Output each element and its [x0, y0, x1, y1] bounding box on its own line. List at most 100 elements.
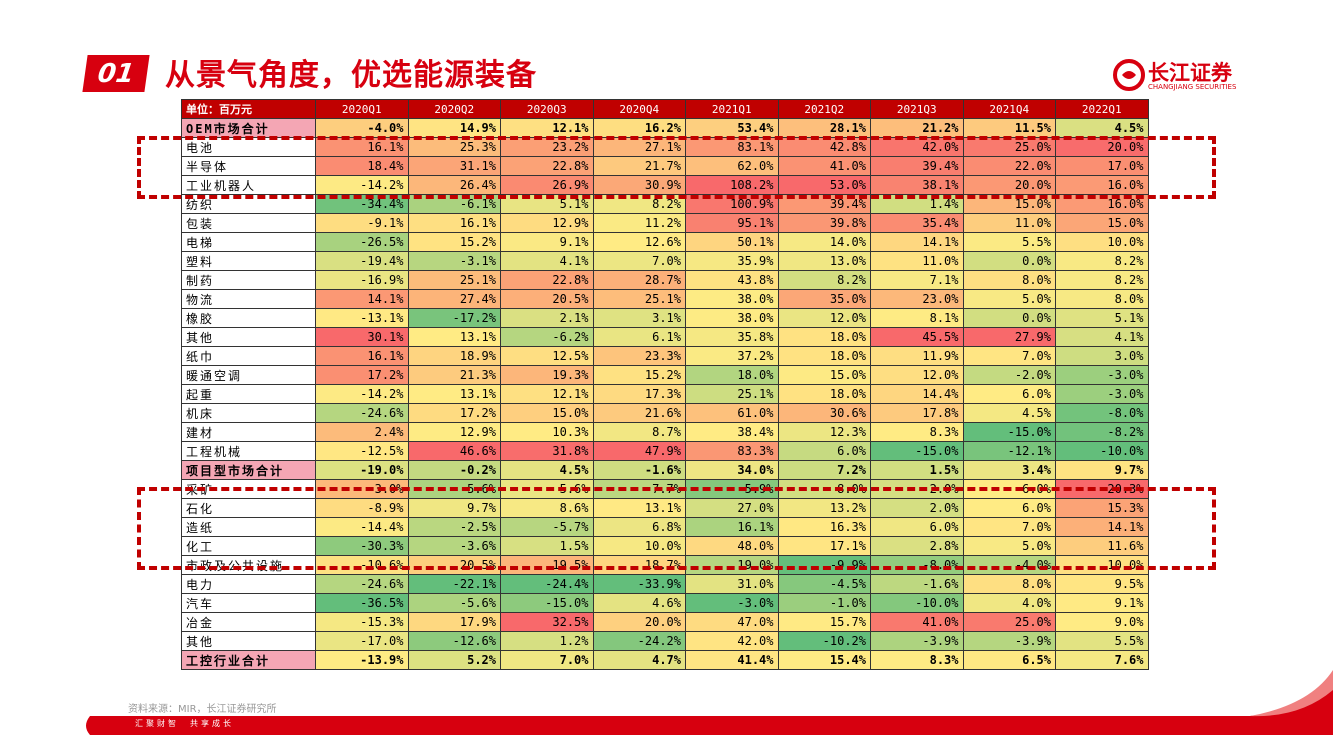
value-cell: -33.9%	[592, 574, 686, 594]
table-row: 冶金 -15.3% 17.9% 32.5% 20.0% 47.0% 15.7% 41.0% 25…	[181, 612, 1149, 632]
value-cell: 41.0%	[777, 156, 871, 176]
value-cell: 21.2%	[870, 118, 964, 138]
value-cell: 8.3%	[870, 650, 964, 670]
row-label: 暖通空调	[181, 365, 316, 385]
value-cell: 46.6%	[407, 441, 501, 461]
value-cell: -30.3%	[315, 536, 409, 556]
value-cell: 11.2%	[592, 213, 686, 233]
value-cell: 8.3%	[870, 422, 964, 442]
value-cell: 22.8%	[500, 270, 594, 290]
value-cell: 38.4%	[685, 422, 779, 442]
value-cell: 10.3%	[500, 422, 594, 442]
row-label: 物流	[181, 289, 316, 309]
value-cell: 14.4%	[870, 384, 964, 404]
value-cell: 95.1%	[685, 213, 779, 233]
value-cell: 16.1%	[407, 213, 501, 233]
value-cell: -8.2%	[1055, 422, 1149, 442]
row-label: 起重	[181, 384, 316, 404]
value-cell: 8.0%	[962, 574, 1056, 594]
value-cell: -10.2%	[777, 631, 871, 651]
column-header: 2022Q1	[1055, 99, 1149, 119]
value-cell: -1.6%	[592, 460, 686, 480]
value-cell: 9.7%	[407, 498, 501, 518]
value-cell: 28.7%	[592, 270, 686, 290]
value-cell: 47.9%	[592, 441, 686, 461]
value-cell: 23.0%	[870, 289, 964, 309]
value-cell: 1.5%	[500, 536, 594, 556]
value-cell: -10.0%	[1055, 441, 1149, 461]
value-cell: 18.4%	[315, 156, 409, 176]
value-cell: 25.0%	[962, 137, 1056, 157]
table-row: 化工 -30.3% -3.6% 1.5% 10.0% 48.0% 17.1% 2.8% 5.0%…	[181, 536, 1149, 556]
table-row: 项目型市场合计 -19.0% -0.2% 4.5% -1.6% 34.0% 7.2% 1.5%…	[181, 460, 1149, 480]
value-cell: 20.5%	[500, 289, 594, 309]
value-cell: 17.8%	[870, 403, 964, 423]
value-cell: -8.0%	[1055, 403, 1149, 423]
table-row: 工控行业合计 -13.9% 5.2% 7.0% 4.7% 41.4% 15.4% 8.3% 6.…	[181, 650, 1149, 670]
row-label: 石化	[181, 498, 316, 518]
value-cell: -0.2%	[407, 460, 501, 480]
value-cell: 53.0%	[777, 175, 871, 195]
value-cell: 13.1%	[592, 498, 686, 518]
value-cell: 12.5%	[500, 346, 594, 366]
value-cell: 35.9%	[685, 251, 779, 271]
value-cell: 12.1%	[500, 384, 594, 404]
value-cell: 30.1%	[315, 327, 409, 347]
header-row: 单位：百万元 2020Q1 2020Q2 2020Q3 2020Q4 2021Q1 2021…	[181, 99, 1149, 119]
value-cell: 31.0%	[685, 574, 779, 594]
value-cell: 7.1%	[870, 270, 964, 290]
value-cell: 2.0%	[870, 498, 964, 518]
value-cell: 12.1%	[500, 118, 594, 138]
value-cell: 10.0%	[1055, 232, 1149, 252]
value-cell: 5.1%	[1055, 308, 1149, 328]
value-cell: 11.0%	[962, 213, 1056, 233]
value-cell: 61.0%	[685, 403, 779, 423]
value-cell: -3.6%	[407, 536, 501, 556]
value-cell: 7.0%	[592, 251, 686, 271]
value-cell: 13.2%	[777, 498, 871, 518]
value-cell: 17.1%	[777, 536, 871, 556]
value-cell: 8.2%	[1055, 251, 1149, 271]
column-header: 2020Q4	[592, 99, 686, 119]
row-label: 其他	[181, 327, 316, 347]
source-note: 资料来源：MIR，长江证券研究所	[128, 704, 277, 715]
table-row: 建材 2.4% 12.9% 10.3% 8.7% 38.4% 12.3% 8.3% -15.0%…	[181, 422, 1149, 442]
row-label: 项目型市场合计	[181, 460, 316, 480]
value-cell: 16.0%	[1055, 194, 1149, 214]
value-cell: 4.5%	[500, 460, 594, 480]
value-cell: -3.0%	[1055, 365, 1149, 385]
value-cell: 1.5%	[870, 460, 964, 480]
highlight-box	[137, 487, 1216, 570]
value-cell: 30.9%	[592, 175, 686, 195]
value-cell: 21.6%	[592, 403, 686, 423]
value-cell: 21.7%	[592, 156, 686, 176]
value-cell: 6.5%	[962, 650, 1056, 670]
section-number: 01	[82, 55, 150, 92]
value-cell: 12.6%	[592, 232, 686, 252]
value-cell: 9.1%	[1055, 593, 1149, 613]
value-cell: 8.0%	[962, 270, 1056, 290]
value-cell: 3.4%	[962, 460, 1056, 480]
value-cell: 19.3%	[500, 365, 594, 385]
value-cell: 13.0%	[777, 251, 871, 271]
table-row: 包装 -9.1% 16.1% 12.9% 11.2% 95.1% 39.8% 35.4% 11.…	[181, 213, 1149, 233]
table-row: 纸巾 16.1% 18.9% 12.5% 23.3% 37.2% 18.0% 11.9% 7.0…	[181, 346, 1149, 366]
row-label: 工业机器人	[181, 175, 316, 195]
value-cell: 11.0%	[870, 251, 964, 271]
row-label: 纸巾	[181, 346, 316, 366]
value-cell: -15.3%	[315, 612, 409, 632]
data-table: 单位：百万元 2020Q1 2020Q2 2020Q3 2020Q4 2021Q1 2021…	[181, 99, 1149, 670]
value-cell: 4.6%	[592, 593, 686, 613]
value-cell: 8.1%	[870, 308, 964, 328]
row-label: 塑料	[181, 251, 316, 271]
value-cell: 7.0%	[962, 346, 1056, 366]
row-label: 制药	[181, 270, 316, 290]
value-cell: 5.2%	[407, 650, 501, 670]
value-cell: -6.2%	[500, 327, 594, 347]
value-cell: 20.0%	[592, 612, 686, 632]
value-cell: -24.6%	[315, 574, 409, 594]
column-header: 2021Q3	[870, 99, 964, 119]
value-cell: -15.0%	[500, 593, 594, 613]
value-cell: 12.3%	[777, 422, 871, 442]
value-cell: 2.1%	[500, 308, 594, 328]
